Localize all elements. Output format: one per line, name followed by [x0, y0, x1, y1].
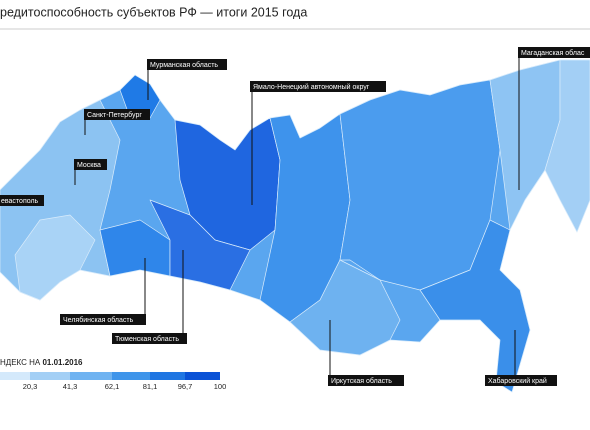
map	[0, 59, 590, 393]
label-box	[0, 195, 44, 206]
legend-tick-label: 81,1	[143, 382, 158, 391]
region-label: евастополь	[1, 198, 39, 205]
legend: НДЕКС НА 01.01.2016 20,3 41,3 62,1 81,1 96,7…	[0, 358, 226, 391]
region-label: Санкт-Петербург	[87, 111, 142, 119]
legend-ticks: 20,3 41,3 62,1 81,1 96,7 100	[23, 382, 227, 391]
region-label: Хабаровский край	[488, 377, 547, 385]
region	[544, 59, 590, 233]
legend-date: 01.01.2016	[42, 358, 83, 367]
label-box	[84, 109, 150, 120]
label-box	[147, 59, 227, 70]
label-box	[74, 159, 107, 170]
legend-tick-label: 20,3	[23, 382, 38, 391]
label-box	[112, 333, 187, 344]
legend-swatch	[112, 372, 150, 380]
legend-caption: НДЕКС НА	[0, 358, 41, 367]
region-label: Ямало-Ненецкий автономный округ	[253, 83, 370, 91]
label-box	[485, 375, 557, 386]
label-box	[60, 314, 146, 325]
region-label: Тюменская область	[115, 335, 179, 343]
legend-swatch	[185, 372, 220, 380]
region-label: Иркутская область	[331, 377, 392, 385]
region	[14, 214, 96, 301]
callouts: Мурманская область Санкт-Петербург Москв…	[0, 47, 590, 386]
region-label: Мурманская область	[150, 61, 218, 69]
legend-swatch	[0, 372, 30, 380]
region-label: Магаданская облас	[521, 49, 585, 57]
label-box	[328, 375, 404, 386]
legend-title: НДЕКС НА 01.01.2016	[0, 358, 83, 367]
region-label: Челябинская область	[63, 316, 134, 324]
legend-swatch	[30, 372, 70, 380]
legend-tick-label: 100	[214, 382, 227, 391]
legend-tick-label: 41,3	[63, 382, 78, 391]
region	[289, 259, 401, 356]
page-title: редитоспособность субъектов РФ — итоги 2…	[0, 5, 307, 19]
region	[419, 219, 531, 393]
region-label: Москва	[77, 162, 101, 169]
legend-swatch	[70, 372, 112, 380]
legend-swatch	[150, 372, 185, 380]
legend-tick-label: 96,7	[178, 382, 193, 391]
region	[149, 199, 251, 291]
legend-tick-label: 62,1	[105, 382, 120, 391]
label-box	[250, 81, 386, 92]
label-box	[518, 47, 590, 58]
